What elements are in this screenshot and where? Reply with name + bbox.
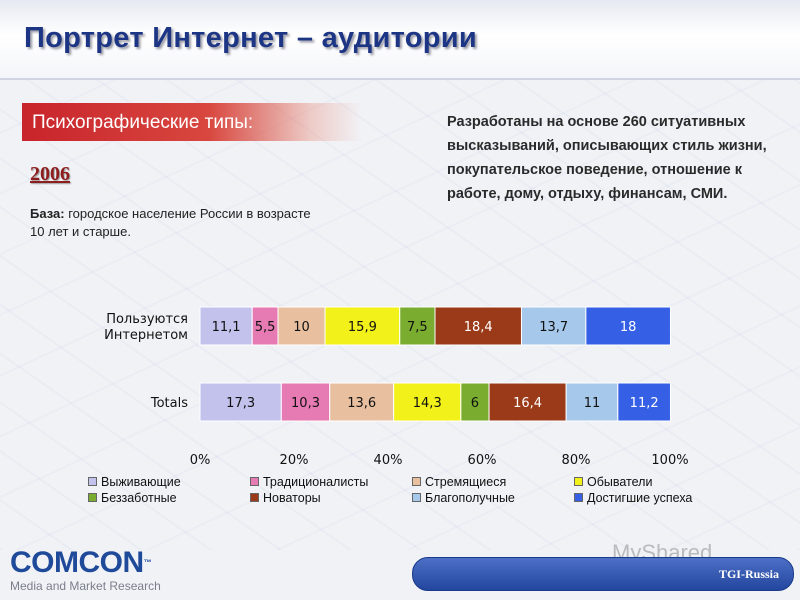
legend-swatch xyxy=(250,493,259,502)
data-label: 14,3 xyxy=(413,396,442,411)
legend-item: Достигшие успеха xyxy=(574,490,734,505)
legend-label: Традиционалисты xyxy=(263,474,369,489)
page-title: Портрет Интернет – аудитории xyxy=(24,22,478,54)
data-label: 7,5 xyxy=(407,320,428,335)
base-label: База: xyxy=(30,206,65,221)
data-label: 11 xyxy=(584,396,601,411)
data-label: 6 xyxy=(471,396,479,411)
legend-swatch xyxy=(250,477,259,486)
data-label: 18 xyxy=(620,320,637,335)
section-label: Психографические типы: xyxy=(32,112,254,133)
data-label: 13,6 xyxy=(347,396,376,411)
legend-label: Благополучные xyxy=(425,490,515,505)
bar-segment xyxy=(393,382,462,422)
bar-segment xyxy=(617,382,671,422)
tgi-russia-badge: TGI-Russia xyxy=(412,557,794,591)
legend-swatch xyxy=(412,477,421,486)
category-label: Totals xyxy=(150,396,188,411)
stacked-bar-chart: Пользуются Интернетом 11,1 5,5 10 15,9 7,5 18,4… xyxy=(104,306,689,468)
bar-segment xyxy=(399,306,436,346)
legend-label: Беззаботные xyxy=(101,490,177,505)
methodology-description: Разработаны на основе 260 ситуативных вы… xyxy=(447,114,767,202)
legend-label: Выживающие xyxy=(101,474,181,489)
legend-swatch xyxy=(88,477,97,486)
legend-label: Стремящиеся xyxy=(425,474,507,489)
legend-item: Обыватели xyxy=(574,474,734,489)
category-label: Пользуются Интернетом xyxy=(104,312,188,343)
data-label: 10 xyxy=(293,320,310,335)
bar-segment xyxy=(329,382,395,422)
x-tick-label: 40% xyxy=(374,453,403,468)
legend-item: Выживающие xyxy=(88,474,250,489)
legend-label: Обыватели xyxy=(587,474,653,489)
data-label: 13,7 xyxy=(539,320,568,335)
data-label: 11,2 xyxy=(630,396,659,411)
bar-segment xyxy=(585,306,671,346)
base-note: База: городское население России в возра… xyxy=(30,205,320,241)
data-label: 16,4 xyxy=(513,396,542,411)
x-tick-label: 100% xyxy=(651,453,688,468)
legend-label: Достигшие успеха xyxy=(587,490,693,505)
legend-swatch xyxy=(574,477,583,486)
data-label: 11,1 xyxy=(212,320,241,335)
bar-segment xyxy=(280,382,331,422)
x-tick-label: 0% xyxy=(190,453,211,468)
tgi-russia-label: TGI-Russia xyxy=(718,567,779,581)
bar-segment xyxy=(565,382,619,422)
legend-item: Новаторы xyxy=(250,490,412,505)
legend-item: Беззаботные xyxy=(88,490,250,505)
bar-segment xyxy=(251,306,279,346)
data-label: 18,4 xyxy=(464,320,493,335)
x-tick-label: 80% xyxy=(562,453,591,468)
logo-text: COMCON xyxy=(10,546,144,579)
x-tick-label: 20% xyxy=(280,453,309,468)
base-text: городское население России в возрасте 10… xyxy=(30,206,311,239)
legend-swatch xyxy=(574,493,583,502)
bar-segment xyxy=(460,382,490,422)
legend-item: Традиционалисты xyxy=(250,474,412,489)
x-tick-label: 60% xyxy=(468,453,497,468)
data-label: 17,3 xyxy=(226,396,255,411)
data-label: 15,9 xyxy=(348,320,377,335)
legend-swatch xyxy=(88,493,97,502)
bar-segment xyxy=(199,382,282,422)
legend-item: Благополучные xyxy=(412,490,574,505)
legend-swatch xyxy=(412,493,421,502)
legend-label: Новаторы xyxy=(263,490,321,505)
bar-segment xyxy=(277,306,326,346)
logo-trademark: ™ xyxy=(143,558,152,567)
year-label: 2006 xyxy=(30,163,70,185)
logo-subtitle: Media and Market Research xyxy=(10,579,161,593)
legend-item: Стремящиеся xyxy=(412,474,574,489)
header-band: Портрет Интернет – аудитории xyxy=(0,0,800,80)
bar-segment xyxy=(324,306,401,346)
bar-segment xyxy=(199,306,253,346)
data-label: 10,3 xyxy=(291,396,320,411)
section-tab: Психографические типы: xyxy=(22,103,362,141)
bar-segment xyxy=(434,306,522,346)
data-label: 5,5 xyxy=(255,320,276,335)
chart-legend: Выживающие Традиционалисты Стремящиеся Обыв… xyxy=(88,474,748,505)
comcon-logo: COMCON™ Media and Market Research xyxy=(10,546,161,594)
bar-segment xyxy=(488,382,567,422)
